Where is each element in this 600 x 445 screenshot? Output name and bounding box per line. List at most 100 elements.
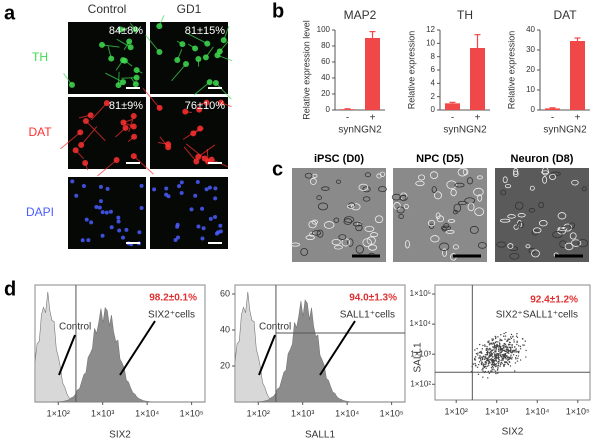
event-dot <box>501 354 503 356</box>
event-dot <box>516 340 518 343</box>
cell <box>347 204 355 209</box>
cell <box>137 230 142 235</box>
arrow <box>319 320 356 376</box>
event-dot <box>488 344 491 346</box>
x-axis-label: synNGN2 <box>543 125 587 136</box>
cell <box>450 188 457 197</box>
cell <box>564 242 574 251</box>
panel-label: a <box>4 2 16 24</box>
event-dot <box>503 342 506 345</box>
event-dot <box>490 355 492 357</box>
neurite <box>145 34 160 53</box>
event-dot <box>509 365 512 367</box>
event-dot <box>490 370 492 372</box>
event-dot <box>491 370 493 373</box>
cell <box>164 192 169 197</box>
event-dot <box>496 345 499 347</box>
cell <box>132 81 139 88</box>
event-dot <box>505 355 507 357</box>
cell <box>528 247 536 254</box>
cell <box>98 184 103 189</box>
y-tick-label: 20 <box>526 65 535 74</box>
event-dot <box>521 337 524 340</box>
bar <box>445 103 460 110</box>
cell <box>570 239 582 247</box>
x-tick-label: - <box>551 113 554 124</box>
event-dot <box>487 364 490 366</box>
cell <box>81 183 86 188</box>
cell <box>203 99 210 106</box>
cell <box>94 205 99 210</box>
event-dot <box>499 362 501 364</box>
event-dot <box>496 352 498 355</box>
event-dot <box>495 355 497 358</box>
cell <box>290 242 301 247</box>
cell <box>105 186 110 191</box>
event-dot <box>523 344 525 346</box>
event-dot <box>496 369 499 371</box>
cell <box>509 252 520 260</box>
cell <box>89 220 94 225</box>
x-tick-label: 1×10⁴ <box>135 408 159 418</box>
event-dot <box>477 373 480 375</box>
event-dot <box>506 363 509 365</box>
histogram-curve <box>35 306 205 403</box>
event-dot <box>492 363 494 366</box>
event-dot <box>477 352 479 354</box>
event-dot <box>495 358 497 360</box>
event-dot <box>484 361 487 363</box>
cell <box>477 242 487 249</box>
cell <box>569 222 575 229</box>
event-dot <box>505 349 508 351</box>
event-dot <box>497 366 499 368</box>
cell <box>560 226 567 231</box>
neurite <box>185 143 205 159</box>
cell <box>182 108 189 115</box>
event-dot <box>498 360 500 362</box>
event-dot <box>500 339 503 341</box>
cell <box>130 113 137 120</box>
cell <box>131 133 138 140</box>
control-label: Control <box>259 322 291 333</box>
event-dot <box>491 339 494 342</box>
event-dot <box>509 336 512 338</box>
event-dot <box>506 349 509 351</box>
control-label: Control <box>59 322 91 333</box>
cells <box>63 22 143 89</box>
event-dot <box>506 361 508 364</box>
event-dot <box>514 370 516 372</box>
cell <box>321 186 330 191</box>
cell <box>213 186 218 191</box>
image-label: NPC (D5) <box>416 153 464 165</box>
cell <box>317 202 329 211</box>
x-tick-label: 1×10⁴ <box>335 408 359 418</box>
event-dot <box>524 340 526 342</box>
event-dot <box>477 354 479 356</box>
cell <box>500 189 507 196</box>
event-dot <box>502 364 505 366</box>
y-tick-label: 0 <box>531 105 536 114</box>
cell <box>204 40 211 47</box>
event-dot <box>488 352 491 354</box>
x-axis-label: SIX2 <box>109 430 131 441</box>
cell <box>130 153 137 160</box>
cell <box>103 100 110 107</box>
y-tick-label: 40 <box>220 324 230 334</box>
cell <box>343 218 353 225</box>
event-dot <box>494 364 497 366</box>
event-dot <box>481 357 484 359</box>
cell <box>121 57 128 64</box>
bar <box>570 41 585 110</box>
event-dot <box>488 372 491 375</box>
cell <box>435 212 441 219</box>
cell <box>120 119 127 126</box>
event-dot <box>478 351 481 353</box>
y-axis-label: Relative expression level <box>301 20 311 120</box>
cell <box>201 226 206 231</box>
y-axis-label: Relative expression <box>506 31 516 110</box>
event-dot <box>516 360 519 362</box>
cell <box>404 240 410 249</box>
event-dot <box>487 357 489 359</box>
event-dot <box>506 356 509 359</box>
event-dot <box>495 360 497 362</box>
